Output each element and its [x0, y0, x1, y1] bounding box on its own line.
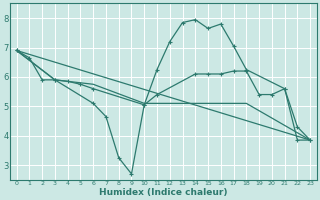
X-axis label: Humidex (Indice chaleur): Humidex (Indice chaleur): [99, 188, 228, 197]
